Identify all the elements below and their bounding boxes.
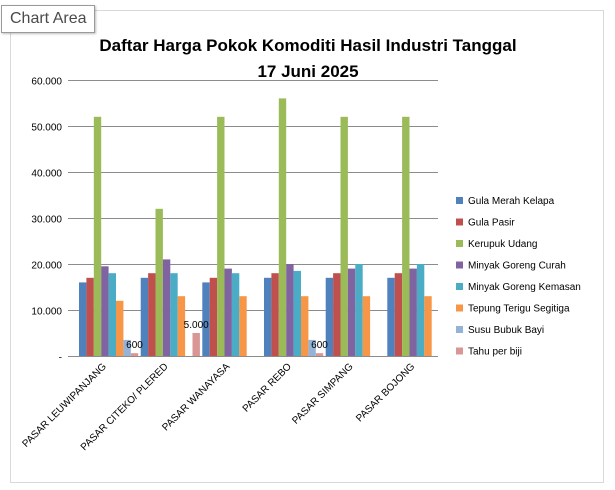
chart-title-line-2: 17 Juni 2025 xyxy=(257,62,358,81)
bar xyxy=(192,333,200,356)
data-label: 5.000 xyxy=(184,320,209,331)
bar xyxy=(424,296,432,356)
bar xyxy=(108,273,116,356)
bar xyxy=(409,268,417,356)
y-tick-label: 10.000 xyxy=(31,307,62,318)
bar xyxy=(202,282,210,356)
chart-border xyxy=(10,10,604,483)
y-tick-label: 40.000 xyxy=(31,169,62,180)
bar xyxy=(347,268,356,356)
y-tick-label: 50.000 xyxy=(31,123,62,134)
chart-area-tooltip: Chart Area xyxy=(1,5,96,33)
legend-swatch xyxy=(456,347,463,355)
bar xyxy=(155,208,163,356)
legend-label: Kerupuk Udang xyxy=(468,239,538,250)
legend-swatch xyxy=(456,261,463,269)
bar xyxy=(402,116,410,356)
bar xyxy=(394,273,403,356)
legend: Gula Merah Kelapa Gula Pasir Kerupuk Udang… xyxy=(456,196,581,358)
bar xyxy=(130,353,139,356)
bar xyxy=(333,273,341,356)
bar xyxy=(209,277,218,356)
bar xyxy=(293,270,301,356)
bar xyxy=(224,268,232,356)
bar xyxy=(264,277,272,356)
bar xyxy=(79,282,87,356)
bar xyxy=(140,277,149,356)
bar xyxy=(416,264,425,356)
y-tick-label: 20.000 xyxy=(31,261,62,272)
legend-swatch xyxy=(456,283,463,290)
bar xyxy=(116,300,124,356)
gridlines xyxy=(68,80,438,357)
legend-label: Minyak Goreng Curah xyxy=(468,261,566,272)
bar xyxy=(355,264,363,356)
bar xyxy=(271,273,279,356)
bar xyxy=(217,116,225,356)
bar xyxy=(170,273,178,356)
legend-label: Minyak Goreng Kemasan xyxy=(468,282,581,293)
bar xyxy=(315,353,324,356)
bar xyxy=(86,277,94,356)
chart-title-line-1: Daftar Harga Pokok Komoditi Hasil Indust… xyxy=(99,36,516,55)
y-tick-label: - xyxy=(59,353,62,364)
bar xyxy=(362,296,371,356)
bar xyxy=(278,98,287,357)
bar xyxy=(301,296,309,356)
data-label: 600 xyxy=(311,340,328,351)
bar xyxy=(340,116,348,356)
y-tick-label: 30.000 xyxy=(31,215,62,226)
legend-label: Susu Bubuk Bayi xyxy=(468,325,544,336)
legend-label: Tepung Terigu Segitiga xyxy=(468,304,570,315)
bar xyxy=(308,339,316,356)
bar xyxy=(123,339,131,356)
bars xyxy=(79,98,432,357)
y-tick-label: 60.000 xyxy=(31,77,62,88)
bar xyxy=(286,264,294,356)
bar xyxy=(101,266,109,356)
legend-label: Tahu per biji xyxy=(468,347,522,358)
legend-label: Gula Merah Kelapa xyxy=(468,196,555,207)
legend-swatch xyxy=(456,197,463,204)
bar xyxy=(231,273,240,356)
legend-swatch xyxy=(456,326,463,333)
bar xyxy=(325,277,334,356)
bar xyxy=(148,273,156,356)
legend-swatch xyxy=(456,304,463,312)
legend-label: Gula Pasir xyxy=(468,218,515,229)
legend-swatch xyxy=(456,218,463,226)
y-axis-tick-labels: - 10.000 20.000 30.000 40.000 50.000 60.000 xyxy=(31,77,62,364)
bar xyxy=(93,116,102,356)
bar xyxy=(177,296,186,356)
legend-swatch xyxy=(456,240,463,247)
bar xyxy=(387,277,395,356)
data-label: 600 xyxy=(126,340,143,351)
data-labels: 600 5.000 600 xyxy=(126,320,328,351)
bar xyxy=(162,259,171,356)
bar xyxy=(239,296,247,356)
